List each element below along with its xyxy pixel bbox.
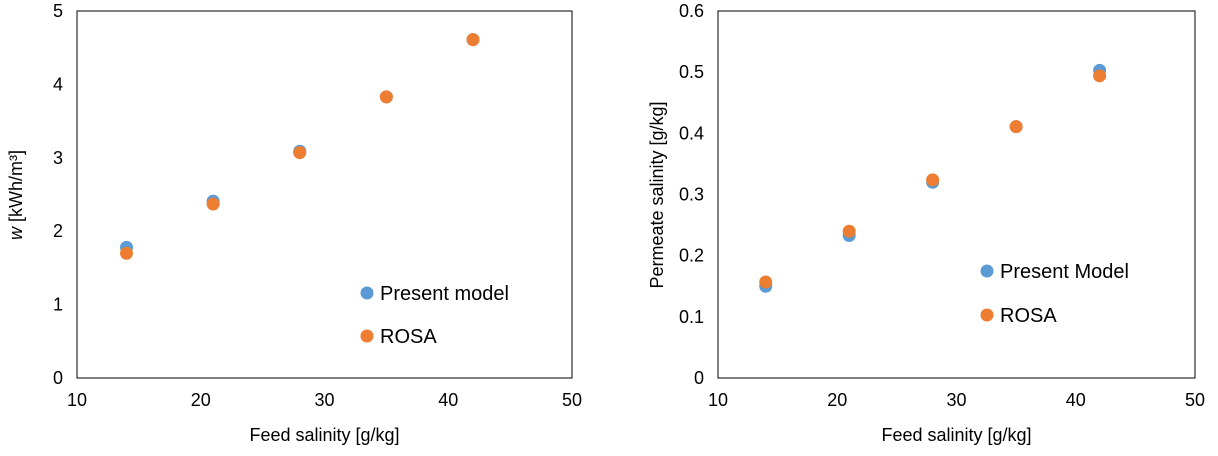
y-tick-label: 0.6: [679, 1, 704, 21]
legend-marker: [980, 308, 994, 322]
legend-label: ROSA: [380, 326, 437, 348]
y-tick-label: 0.5: [679, 62, 704, 82]
legend-label: ROSA: [1000, 305, 1057, 327]
data-point: [842, 224, 856, 238]
data-point: [1009, 120, 1023, 134]
legend: Present Model ROSA: [980, 261, 1129, 327]
x-tick-label: 20: [827, 390, 847, 410]
y-axis-label-variable: w: [6, 226, 26, 240]
series-1-points: [759, 69, 1107, 289]
data-point: [466, 33, 480, 47]
x-tick-label: 40: [1066, 390, 1086, 410]
x-tick-label: 20: [191, 390, 211, 410]
data-point: [120, 246, 133, 260]
plot-frame: [717, 10, 1196, 379]
data-point: [759, 275, 773, 289]
plot-frame: [76, 10, 573, 379]
data-point: [206, 197, 220, 211]
x-axis-label: Feed salinity [g/kg]: [881, 425, 1031, 445]
legend-label: Present Model: [1000, 261, 1129, 283]
data-point: [1093, 69, 1107, 83]
legend-marker: [360, 329, 374, 343]
x-tick-label: 10: [708, 390, 728, 410]
y-axis-label: Permeate salinity [g/kg]: [647, 101, 667, 288]
chart-energy: 10 20 30 40 50 0 1 2 3 4 5 Feed salinity [g/kg] w [k…: [6, 1, 582, 445]
y-tick-label: 4: [53, 74, 63, 94]
legend: Present model ROSA: [360, 283, 509, 348]
y-tick-label: 3: [53, 148, 63, 168]
x-tick-label: 50: [1185, 390, 1205, 410]
y-tick-label: 0.4: [679, 123, 704, 143]
x-tick-label: 50: [562, 390, 582, 410]
chart-permeate: 10 20 30 40 50 0 0.1 0.2 0.3 0.4 0.5 0.6 Feed salini…: [647, 1, 1205, 445]
x-tick-label: 30: [314, 390, 334, 410]
legend-marker: [980, 264, 994, 278]
x-tick-label: 40: [438, 390, 458, 410]
y-axis-label: w [kWh/m³]: [6, 150, 26, 240]
y-tick-label: 1: [53, 295, 63, 315]
y-tick-label: 0: [694, 368, 704, 388]
x-tick-label: 10: [67, 390, 87, 410]
x-axis-label: Feed salinity [g/kg]: [249, 425, 399, 445]
series-0-points: [120, 33, 480, 254]
y-tick-label: 5: [53, 1, 63, 21]
y-tick-label: 0.3: [679, 185, 704, 205]
y-tick-label: 2: [53, 221, 63, 241]
x-tick-label: 30: [946, 390, 966, 410]
y-tick-label: 0: [53, 368, 63, 388]
data-point: [293, 146, 307, 160]
y-tick-label: 0.2: [679, 246, 704, 266]
series-1-points: [120, 33, 480, 260]
data-point: [926, 173, 940, 187]
legend-label: Present model: [380, 283, 509, 305]
y-tick-label: 0.1: [679, 307, 704, 327]
data-point: [379, 90, 393, 104]
y-axis-label-unit: [kWh/m³]: [6, 150, 26, 227]
legend-marker: [360, 286, 374, 300]
